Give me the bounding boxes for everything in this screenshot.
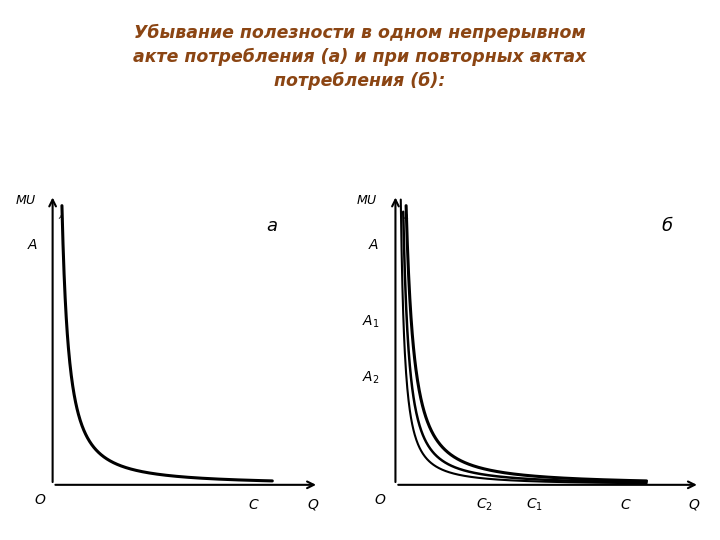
Text: $_A$: $_A$ [58,212,65,222]
Text: $MU$: $MU$ [356,194,378,207]
Text: $C$: $C$ [620,497,631,511]
Text: $A_2$: $A_2$ [361,369,379,386]
Text: $A$: $A$ [27,238,38,252]
Text: $O$: $O$ [34,494,46,507]
Text: $C_2$: $C_2$ [476,496,492,513]
Text: $O$: $O$ [374,494,387,507]
Text: $Q$: $Q$ [307,497,320,512]
Text: $а$: $а$ [266,217,278,234]
Text: $A$: $A$ [368,238,379,252]
Text: $C_1$: $C_1$ [526,496,543,513]
Text: $б$: $б$ [661,216,673,235]
Text: $Q$: $Q$ [688,497,700,512]
Text: Убывание полезности в одном непрерывном
акте потребления (а) и при повторных акт: Убывание полезности в одном непрерывном … [133,24,587,90]
Text: $_A$: $_A$ [402,212,409,222]
Text: $MU$: $MU$ [15,194,37,207]
Text: $C$: $C$ [248,497,260,511]
Text: $A_1$: $A_1$ [361,313,379,329]
